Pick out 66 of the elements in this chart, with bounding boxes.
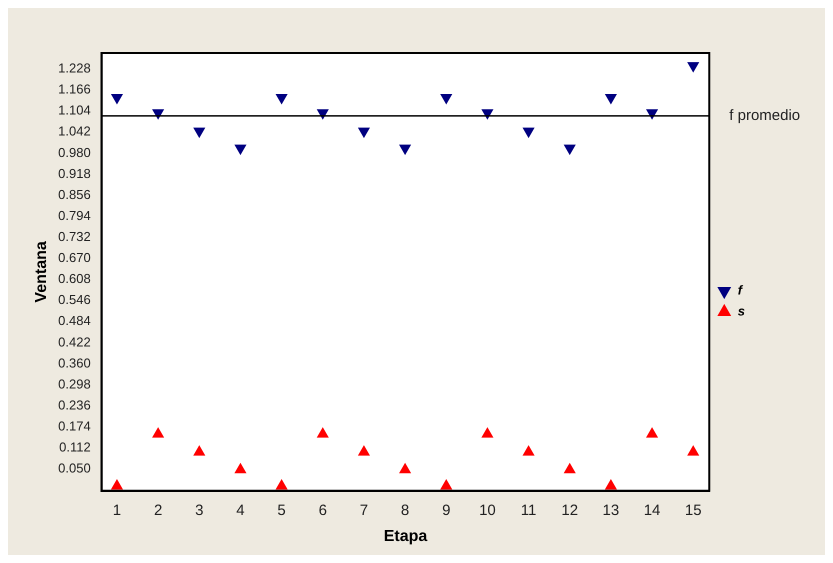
y-tick-label: 0.050 <box>58 460 91 476</box>
point <box>564 463 576 474</box>
y-tick-label: 0.298 <box>58 376 91 392</box>
point <box>482 428 494 438</box>
point <box>688 62 699 72</box>
point <box>399 144 411 155</box>
x-tick-label: 14 <box>644 502 660 519</box>
point <box>358 128 370 138</box>
x-tick-label: 3 <box>195 502 204 519</box>
point <box>440 480 452 490</box>
x-tick-label: 8 <box>400 502 410 519</box>
y-tick-label: 1.104 <box>58 102 91 118</box>
legend-label: s <box>738 304 746 319</box>
x-axis-title: Etapa <box>384 528 428 545</box>
point <box>234 463 246 474</box>
legend-label: f <box>738 282 744 298</box>
y-tick-label: 0.670 <box>58 250 91 266</box>
x-tick-label: 15 <box>684 502 702 519</box>
x-tick-label: 2 <box>154 502 162 519</box>
x-tick-label: 1 <box>112 502 122 519</box>
point <box>111 94 123 104</box>
point <box>522 128 534 138</box>
y-tick-label: 0.732 <box>58 229 91 244</box>
point <box>152 428 164 438</box>
point <box>605 480 617 490</box>
point <box>234 144 246 155</box>
y-tick-label: 0.484 <box>58 313 91 328</box>
point <box>646 428 658 438</box>
point <box>440 94 452 104</box>
y-tick-label: 0.422 <box>58 334 91 350</box>
point <box>688 446 699 456</box>
point <box>358 446 370 456</box>
point <box>605 94 617 104</box>
x-tick-label: 7 <box>360 502 368 519</box>
y-tick-label: 1.228 <box>58 60 91 76</box>
x-tick-label: 4 <box>236 502 245 519</box>
y-tick-label: 0.112 <box>59 440 91 455</box>
x-tick-label: 13 <box>602 502 620 519</box>
y-tick-label: 0.236 <box>58 397 91 412</box>
y-tick-label: 0.918 <box>58 166 91 181</box>
point <box>194 128 205 138</box>
point <box>522 446 534 456</box>
y-tick-label: 0.546 <box>58 292 91 308</box>
y-tick-label: 1.166 <box>58 82 91 97</box>
point <box>276 94 288 104</box>
x-tick-label: 9 <box>442 502 450 519</box>
y-tick-label: 0.174 <box>58 418 91 434</box>
x-tick-label: 10 <box>479 502 496 519</box>
x-tick-label: 11 <box>520 502 536 519</box>
y-tick-label: 0.856 <box>58 186 91 202</box>
point <box>276 480 288 490</box>
point <box>111 480 123 490</box>
point <box>564 144 576 155</box>
point <box>399 463 411 474</box>
y-axis-title: Ventana <box>33 241 50 303</box>
ref-line-label: f promedio <box>729 106 800 124</box>
x-tick-label: 12 <box>561 502 578 519</box>
y-tick-label: 0.360 <box>58 355 91 370</box>
x-tick-label: 5 <box>277 502 286 519</box>
y-tick-label: 0.794 <box>58 208 91 223</box>
y-tick-label: 0.980 <box>58 144 91 160</box>
x-tick-label: 6 <box>318 502 327 519</box>
point <box>194 446 205 456</box>
y-tick-label: 0.608 <box>58 271 91 286</box>
point <box>317 428 328 438</box>
y-tick-label: 1.042 <box>58 124 91 139</box>
